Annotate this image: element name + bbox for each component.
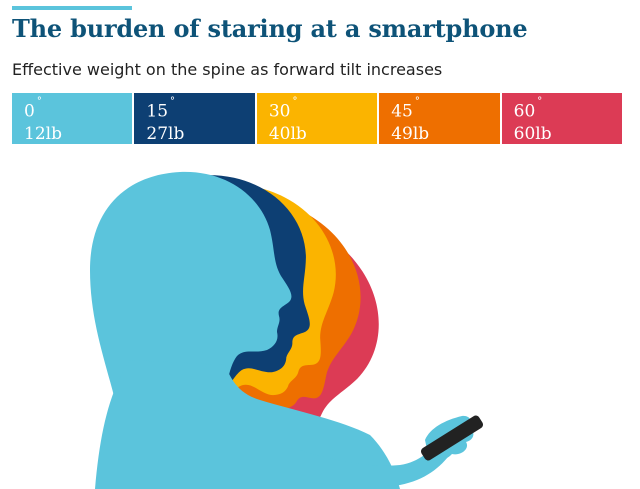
tilt-weight-legend: 0° 12lb 15° 27lb 30° 40lb 45° 49lb 60° 6… [12, 93, 623, 144]
weight-label-60: 60lb [513, 123, 552, 144]
smartphone-icon [420, 415, 484, 461]
chart-subtitle: Effective weight on the spine as forward… [12, 60, 443, 79]
legend-cell-45: 45° 49lb [377, 93, 500, 144]
degree-mark-0: ° [36, 96, 42, 107]
head-tilt-illustration [90, 171, 484, 489]
weight-label-45: 49lb [391, 123, 430, 144]
degree-mark-30: ° [292, 96, 298, 107]
angle-label-45: 45 [391, 101, 413, 122]
torso-silhouette [95, 360, 400, 489]
degree-mark-15: ° [170, 96, 176, 107]
arm-silhouette [300, 442, 452, 487]
chart-title: The burden of staring at a smartphone [12, 14, 528, 43]
angle-label-0: 0 [24, 101, 35, 122]
legend-cell-30: 30° 40lb [254, 93, 378, 144]
angle-label-30: 30 [268, 101, 291, 122]
angle-label-60: 60 [513, 101, 536, 122]
weight-label-30: 40lb [268, 123, 307, 144]
weight-label-15: 27lb [146, 123, 185, 144]
degree-mark-60: ° [537, 96, 543, 107]
head-silhouette-0deg [90, 171, 292, 410]
legend-cell-60: 60° 60lb [499, 93, 623, 144]
weight-label-0: 12lb [24, 123, 62, 144]
degree-mark-45: ° [414, 96, 420, 107]
legend-cell-15: 15° 27lb [132, 93, 255, 144]
angle-label-15: 15 [146, 101, 169, 122]
accent-rule [12, 6, 132, 10]
legend-cell-0: 0° 12lb [12, 93, 133, 144]
